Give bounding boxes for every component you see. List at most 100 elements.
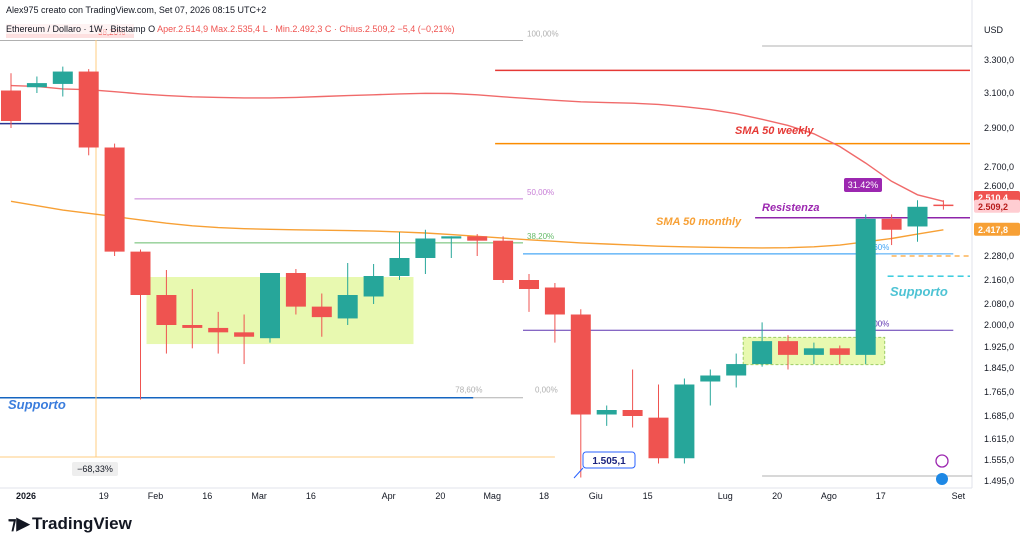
- y-tick-label: 1.925,0: [984, 342, 1014, 352]
- candle-body: [700, 375, 721, 382]
- resistance-annotation: Resistenza: [762, 202, 819, 214]
- candle-body: [104, 147, 125, 252]
- candle-body: [415, 238, 436, 258]
- brand-name: TradingView: [32, 514, 132, 533]
- y-tick-label: 2.000,0: [984, 320, 1014, 330]
- candle-body: [156, 295, 177, 325]
- candle-body: [596, 410, 617, 415]
- support-right-annotation: Supporto: [890, 284, 948, 299]
- ohlc-low: L · Min.2.492,3: [262, 24, 323, 34]
- candle-body: [881, 218, 902, 230]
- candle-body: [311, 306, 332, 318]
- candle-body: [363, 276, 384, 297]
- candle-body: [389, 258, 410, 276]
- x-tick-label: Feb: [148, 491, 164, 501]
- x-tick-label: Mag: [483, 491, 501, 501]
- candle-body: [130, 251, 151, 295]
- candle-body: [285, 273, 306, 307]
- ohlc-open-label: O: [148, 24, 156, 34]
- fib-label: 0,00%: [535, 386, 558, 395]
- y-tick-label: 2.080,0: [984, 299, 1014, 309]
- candle-body: [1, 90, 21, 121]
- y-tick-label: 1.845,0: [984, 363, 1014, 373]
- candle-body: [570, 314, 591, 415]
- y-tick-label: 1.685,0: [984, 411, 1014, 421]
- x-tick-label: 19: [99, 491, 109, 501]
- lightning-event-icon: [935, 454, 949, 468]
- close-price-badge-bg: [974, 199, 1020, 213]
- low-price-pointer: [573, 467, 584, 479]
- fib-label: 38,20%: [527, 232, 554, 241]
- candle-body: [234, 332, 255, 337]
- candle-body: [26, 83, 47, 88]
- y-tick-label: 2.280,0: [984, 251, 1014, 261]
- sma-monthly-badge-bg: [974, 222, 1020, 236]
- ohlc-close: C · Chius.2.509,2: [324, 24, 395, 34]
- candle-body: [260, 273, 280, 339]
- x-tick-label: 17: [876, 491, 886, 501]
- fib-label: 8,60%: [867, 243, 890, 252]
- tradingview-logo: ⁊▶ TradingView: [8, 514, 132, 534]
- x-tick-label: 2026: [16, 491, 36, 501]
- candle-body: [803, 348, 824, 355]
- x-tick-label: Lug: [718, 491, 733, 501]
- y-tick-label: 1.555,0: [984, 455, 1014, 465]
- symbol-label: Ethereum / Dollaro · 1W · Bitstamp: [6, 24, 146, 34]
- rise-percent-label: 31.42%: [848, 180, 879, 190]
- y-tick-label: 1.765,0: [984, 387, 1014, 397]
- x-tick-label: Ago: [821, 491, 837, 501]
- candle-body: [855, 218, 876, 355]
- ohlc-open: Aper.2.514,9: [157, 24, 209, 34]
- y-tick-label: 2.160,0: [984, 275, 1014, 285]
- y-tick-label: 2.600,0: [984, 181, 1014, 191]
- candle-body: [622, 410, 643, 416]
- candle-body: [829, 348, 850, 355]
- drop-badge-bg: [72, 462, 118, 476]
- tv-logo-icon: ⁊▶: [8, 514, 30, 533]
- us-flag-event-icon: [936, 473, 948, 485]
- y-tick-label: 3.100,0: [984, 88, 1014, 98]
- drop-percent-label: −68,33%: [77, 464, 113, 474]
- candle-body: [493, 240, 514, 280]
- sma-monthly-annotation: SMA 50 monthly: [656, 216, 742, 228]
- candle-body: [78, 71, 99, 148]
- x-tick-label: 20: [772, 491, 782, 501]
- candle-body: [519, 280, 539, 289]
- x-tick-label: Set: [952, 491, 966, 501]
- fib-label: 50,00%: [527, 188, 554, 197]
- x-tick-label: Apr: [382, 491, 396, 501]
- y-tick-label: 1.495,0: [984, 476, 1014, 486]
- fib-label: 78,60%: [455, 386, 482, 395]
- candle-body: [441, 236, 462, 239]
- fib-label: 0,00%: [867, 319, 890, 328]
- low-price-label: 1.505,1: [592, 456, 626, 467]
- candle-body: [648, 417, 669, 459]
- y-tick-label: 3.300,0: [984, 55, 1014, 65]
- chart-caption: Alex975 creato con TradingView.com, Set …: [6, 5, 267, 15]
- x-tick-label: Giu: [589, 491, 603, 501]
- y-tick-label: 2.900,0: [984, 123, 1014, 133]
- sma-weekly-annotation: SMA 50 weekly: [735, 125, 814, 137]
- candle-body: [52, 71, 73, 84]
- close-price-badge: 2.509,2: [978, 202, 1008, 212]
- x-tick-label: 15: [643, 491, 653, 501]
- x-tick-label: 16: [202, 491, 212, 501]
- y-tick-label: 1.615,0: [984, 434, 1014, 444]
- x-tick-label: 18: [539, 491, 549, 501]
- candle-body: [467, 236, 488, 241]
- x-tick-label: Mar: [251, 491, 267, 501]
- x-tick-label: 20: [435, 491, 445, 501]
- candle-body: [752, 341, 773, 365]
- candle-body: [208, 327, 229, 333]
- fib-label: 100,00%: [527, 29, 559, 38]
- candle-body: [674, 384, 695, 459]
- rise-badge-bg: [844, 178, 882, 192]
- low-price-box: [582, 451, 636, 469]
- candle-body: [778, 341, 798, 355]
- ohlc-bar: Ethereum / Dollaro · 1W · Bitstamp O Ape…: [6, 24, 455, 34]
- sma-weekly-line: [10, 84, 944, 202]
- candle-body: [544, 287, 565, 315]
- ohlc-high: Max.2.535,4: [210, 24, 261, 34]
- candle-body: [337, 295, 358, 319]
